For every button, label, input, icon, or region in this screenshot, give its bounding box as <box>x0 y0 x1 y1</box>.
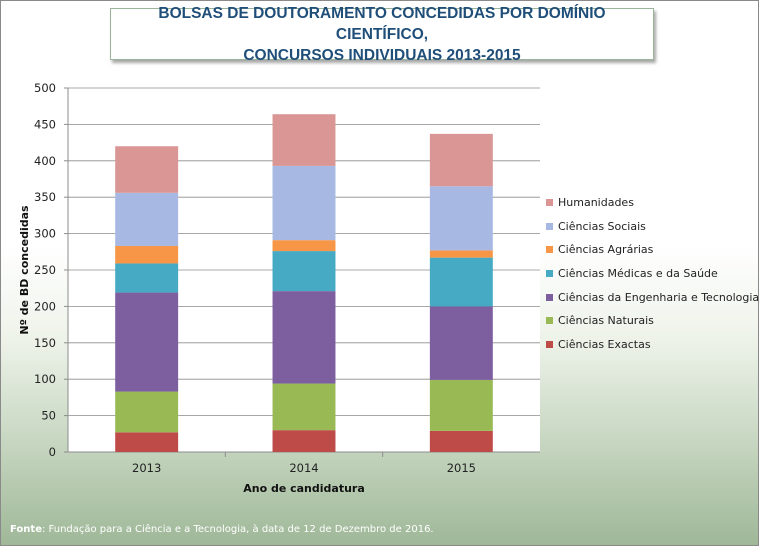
bar-segment <box>272 114 336 166</box>
bar-segment <box>429 306 493 380</box>
legend-label: Ciências Sociais <box>558 219 646 233</box>
y-tick-label: 100 <box>34 372 56 386</box>
legend-label: Ciências da Engenharia e Tecnologias <box>558 290 759 304</box>
source-label: Fonte <box>10 524 42 535</box>
source-note: Fonte: Fundação para a Ciência e a Tecno… <box>10 524 434 535</box>
legend-swatch <box>546 246 553 254</box>
legend-swatch <box>546 293 553 301</box>
legend-item: Humanidades <box>546 191 758 215</box>
bar-segment <box>272 251 336 292</box>
y-tick-label: 350 <box>34 190 56 204</box>
y-tick-label: 0 <box>49 445 56 459</box>
bar-segment <box>429 257 493 307</box>
bar-segment <box>429 186 493 251</box>
bar-segment <box>115 245 179 264</box>
x-tick-label: 2014 <box>289 461 318 475</box>
y-tick-label: 250 <box>34 263 56 277</box>
bar-segment <box>115 192 179 246</box>
chart-title-line-2: CONCURSOS INDIVIDUAIS 2013-2015 <box>243 46 521 64</box>
y-tick-label: 400 <box>34 154 56 168</box>
legend-item: Ciências Exactas <box>546 333 758 357</box>
y-tick-label: 300 <box>34 227 56 241</box>
bar-segment <box>115 292 179 392</box>
bar-segment <box>272 430 336 452</box>
bar-segment <box>429 430 493 452</box>
legend-label: Ciências Naturais <box>558 314 654 328</box>
legend-label: Humanidades <box>558 196 634 210</box>
legend-swatch <box>546 270 553 278</box>
legend-item: Ciências Agrárias <box>546 238 758 262</box>
y-tick-label: 450 <box>34 117 56 131</box>
source-text: : Fundação para a Ciência e a Tecnologia… <box>41 524 434 535</box>
bar-segment <box>272 291 336 384</box>
bar-segment <box>115 432 179 452</box>
legend-swatch <box>546 222 553 230</box>
bar-segment <box>115 391 179 433</box>
legend-swatch <box>546 199 553 207</box>
legend-label: Ciências Médicas e da Saúde <box>558 267 718 281</box>
bar-segment <box>272 240 336 252</box>
legend-label: Ciências Exactas <box>558 337 651 351</box>
bar-segment <box>429 133 493 187</box>
legend-item: Ciências Naturais <box>546 309 758 333</box>
chart-legend: Humanidades Ciências Sociais Ciências Agrá… <box>546 191 758 356</box>
bar-segment <box>115 146 179 193</box>
legend-swatch <box>546 317 553 325</box>
legend-item: Ciências Sociais <box>546 215 758 239</box>
y-tick-label: 50 <box>41 409 56 423</box>
y-axis-title: Nº de BD concedidas <box>18 205 31 335</box>
y-tick-label: 500 <box>34 81 56 95</box>
x-axis-title: Ano de candidatura <box>243 482 365 495</box>
y-tick-label: 200 <box>34 299 56 313</box>
chart-title-line-1: BOLSAS DE DOUTORAMENTO CONCEDIDAS POR DO… <box>158 4 606 43</box>
legend-item: Ciências da Engenharia e Tecnologias <box>546 285 758 309</box>
y-tick-label: 150 <box>34 336 56 350</box>
x-tick-label: 2015 <box>447 461 476 475</box>
legend-swatch <box>546 340 553 348</box>
bar-segment <box>272 383 336 431</box>
chart-title: BOLSAS DE DOUTORAMENTO CONCEDIDAS POR DO… <box>110 5 654 64</box>
bar-segment <box>429 250 493 258</box>
legend-label: Ciências Agrárias <box>558 243 654 257</box>
bar-segment <box>272 165 336 241</box>
legend-item: Ciências Médicas e da Saúde <box>546 262 758 286</box>
bar-segment <box>115 263 179 293</box>
bar-segment <box>429 379 493 431</box>
x-tick-label: 2013 <box>132 461 161 475</box>
